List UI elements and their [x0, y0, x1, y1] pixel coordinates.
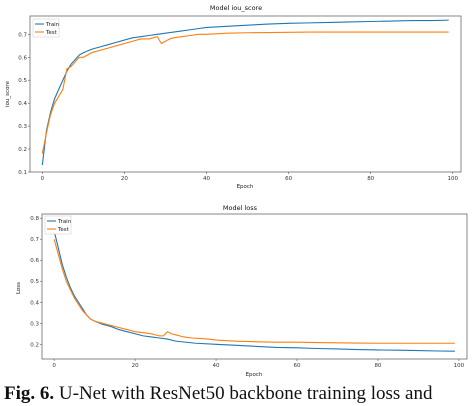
loss-series-test-line [53, 239, 455, 344]
loss-x-axis-label: Epoch [246, 372, 263, 378]
iou-y-tick-label: 0.2 [18, 147, 27, 153]
loss-series-lines [53, 230, 455, 352]
loss-x-tick-label: 100 [454, 363, 465, 369]
iou-series-train-line [41, 19, 449, 166]
iou-plot-frame [29, 15, 462, 173]
figure-caption: Fig. 6. U-Net with ResNet50 backbone tra… [4, 383, 474, 405]
loss-chart-title: Model loss [223, 204, 258, 212]
loss-x-tick-label: 20 [132, 363, 139, 369]
iou-x-axis-label: Epoch [237, 184, 254, 190]
caption-prefix: Fig. 6. [4, 383, 55, 404]
loss-legend-test-label: Test [57, 227, 70, 233]
iou-x-tick-label: 100 [448, 176, 459, 182]
loss-y-tick-label: 0.4 [30, 300, 39, 306]
loss-plot-frame [41, 213, 468, 360]
loss-y-axis-label: Loss [16, 282, 22, 294]
iou-x-tick-label: 40 [203, 176, 210, 182]
iou-x-tick-label: 60 [285, 176, 292, 182]
loss-y-tick-label: 0.3 [30, 321, 39, 327]
iou-y-axis-label: iou_score [5, 80, 11, 107]
iou-chart-title: Model iou_score [210, 4, 262, 12]
loss-x-tick-label: 80 [374, 363, 381, 369]
iou-legend-test-label: Test [45, 30, 58, 36]
loss-x-tick-label: 0 [52, 363, 56, 369]
loss-y-tick-label: 0.5 [30, 279, 39, 285]
caption-text: U-Net with ResNet50 backbone training lo… [58, 383, 433, 404]
loss-x-ticks: 0 20 40 60 80 100 [52, 359, 465, 369]
iou-x-ticks: 0 20 40 60 80 100 [41, 172, 459, 182]
loss-legend-train-label: Train [57, 219, 72, 225]
loss-y-tick-label: 0.6 [30, 258, 39, 264]
iou-score-chart: Model iou_score 0.1 0.2 0.3 0.4 0.5 0.6 0.7 0 2… [5, 4, 462, 190]
iou-y-tick-label: 0.6 [18, 55, 27, 61]
iou-y-tick-label: 0.7 [18, 32, 27, 38]
loss-x-tick-label: 40 [213, 363, 220, 369]
iou-x-tick-label: 20 [121, 176, 128, 182]
iou-x-tick-label: 80 [367, 176, 374, 182]
iou-y-tick-label: 0.5 [18, 78, 27, 84]
loss-chart: Model loss 0.2 0.3 0.4 0.5 0.6 0.7 0.8 0 20 40 60… [16, 204, 468, 378]
loss-x-tick-label: 60 [294, 363, 301, 369]
iou-y-tick-label: 0.3 [18, 124, 27, 130]
iou-x-tick-label: 0 [41, 176, 45, 182]
loss-y-tick-label: 0.2 [30, 342, 39, 348]
iou-series-test-line [41, 31, 449, 154]
loss-legend: Train Test [44, 215, 72, 235]
iou-y-ticks: 0.1 0.2 0.3 0.4 0.5 0.6 0.7 [18, 32, 30, 176]
loss-y-tick-label: 0.8 [30, 216, 39, 222]
iou-legend: Train Test [32, 18, 60, 38]
iou-y-tick-label: 0.1 [18, 170, 27, 176]
iou-legend-train-label: Train [45, 22, 60, 28]
iou-series-lines [41, 19, 449, 166]
loss-y-ticks: 0.2 0.3 0.4 0.5 0.6 0.7 0.8 [30, 216, 42, 348]
loss-series-train-line [53, 230, 455, 352]
loss-y-tick-label: 0.7 [30, 237, 39, 243]
iou-y-tick-label: 0.4 [18, 101, 27, 107]
